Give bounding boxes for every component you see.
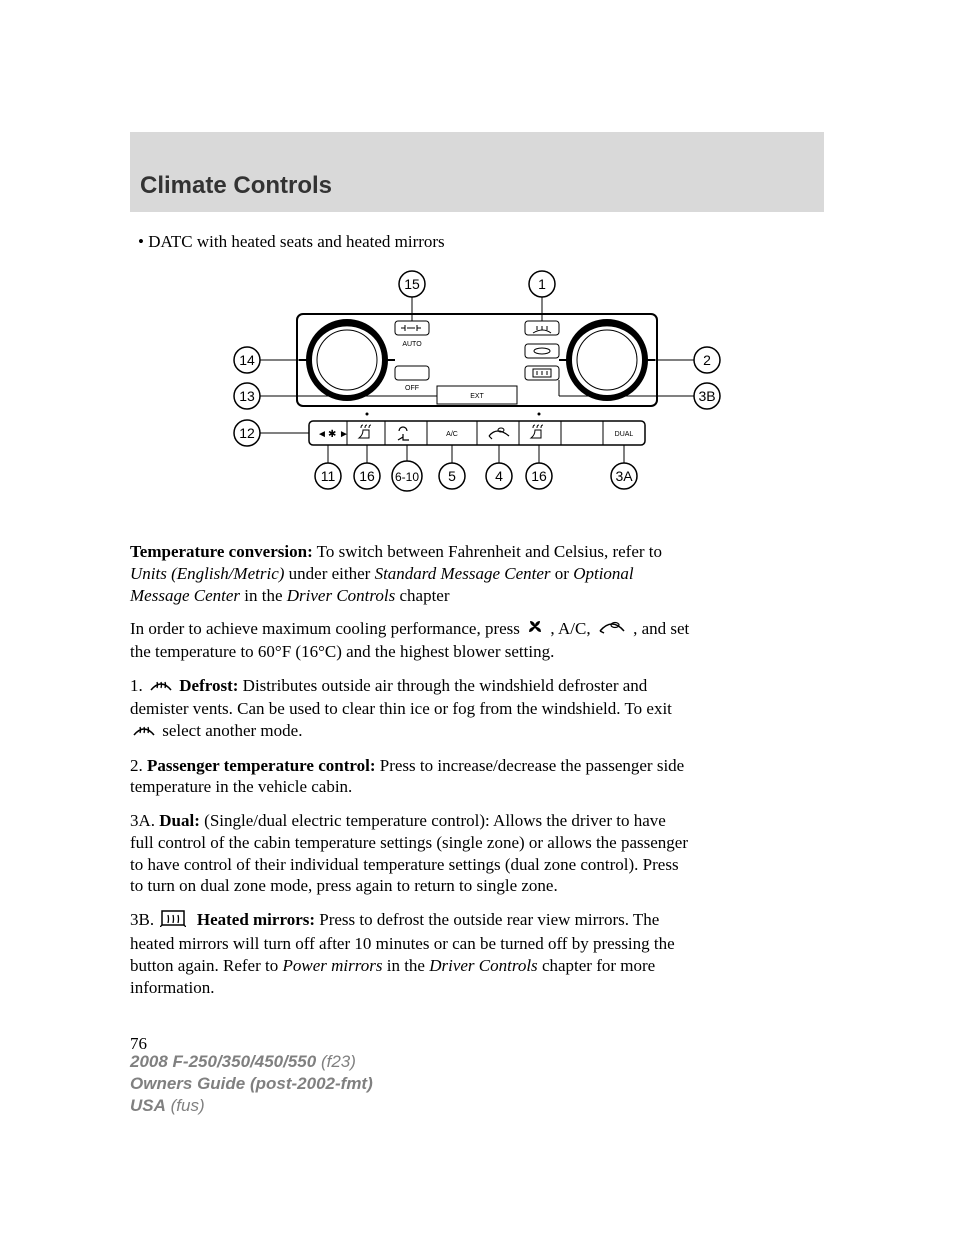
p3-bold: Defrost:: [179, 676, 238, 695]
defrost-front-icon: [149, 676, 173, 698]
callout-1: 1: [538, 276, 546, 292]
callout-16a: 16: [359, 468, 375, 484]
dual-label: DUAL: [615, 431, 634, 438]
auto-label: AUTO: [402, 341, 422, 348]
callout-5: 5: [448, 468, 456, 484]
para-dual: 3A. Dual: (Single/dual electric temperat…: [130, 810, 690, 897]
p6-mid: in the: [382, 956, 429, 975]
p1-bold: Temperature conversion:: [130, 542, 313, 561]
ac-label: A/C: [446, 431, 458, 438]
p1-i1: Units (English/Metric): [130, 564, 284, 583]
p2-a: In order to achieve maximum cooling perf…: [130, 619, 524, 638]
p3-no: 1.: [130, 676, 147, 695]
p6-no: 3B.: [130, 910, 158, 929]
footer-code: (f23): [316, 1052, 356, 1071]
callout-15: 15: [404, 276, 420, 292]
callout-3b: 3B: [698, 388, 715, 404]
p4-bold: Passenger temperature control:: [147, 756, 376, 775]
ext-label: EXT: [470, 393, 484, 400]
btn-right-arrow: ►: [339, 429, 349, 440]
p2-b: , A/C,: [546, 619, 595, 638]
diagram-svg: ◄ ✱ ► A/C DUAL: [217, 266, 737, 506]
btn-fan-icon: ✱: [328, 429, 336, 440]
callout-14: 14: [239, 352, 255, 368]
p1-rest: To switch between Fahrenheit and Celsius…: [313, 542, 662, 561]
p6-i: Power mirrors: [283, 956, 383, 975]
callout-16b: 16: [531, 468, 547, 484]
p6-i2: Driver Controls: [429, 956, 537, 975]
para-max-cooling: In order to achieve maximum cooling perf…: [130, 618, 690, 663]
heated-mirror-icon: [160, 909, 186, 933]
callout-12: 12: [239, 425, 255, 441]
fan-icon: [526, 619, 544, 641]
p1-in: in the: [240, 586, 287, 605]
bullet-line: • DATC with heated seats and heated mirr…: [138, 232, 824, 252]
page-title: Climate Controls: [140, 172, 332, 199]
page: Climate Controls • DATC with heated seat…: [0, 0, 954, 1235]
p6-bold: Heated mirrors:: [197, 910, 315, 929]
off-label: OFF: [405, 385, 419, 392]
callout-6-10: 6-10: [395, 470, 419, 484]
footer-guide: Owners Guide (post-2002-fmt): [130, 1074, 373, 1093]
defrost-front-icon-2: [132, 721, 156, 743]
btn-left-arrow: ◄: [317, 429, 327, 440]
header-bar: Climate Controls: [130, 132, 824, 212]
p5-no: 3A.: [130, 811, 159, 830]
p1-end: chapter: [395, 586, 449, 605]
footer-model: 2008 F-250/350/450/550: [130, 1052, 316, 1071]
p1-mid: under either: [284, 564, 374, 583]
para-temperature-conversion: Temperature conversion: To switch betwee…: [130, 541, 690, 606]
callout-13: 13: [239, 388, 255, 404]
p1-i4: Driver Controls: [287, 586, 395, 605]
footer: 2008 F-250/350/450/550 (f23) Owners Guid…: [130, 1051, 373, 1117]
callout-11: 11: [321, 468, 336, 484]
bullet-text: DATC with heated seats and heated mirror…: [148, 232, 444, 251]
p5-bold: Dual:: [159, 811, 200, 830]
climate-diagram: ◄ ✱ ► A/C DUAL: [217, 266, 737, 511]
p5-rest: (Single/dual electric temperature contro…: [130, 811, 688, 895]
callout-2: 2: [703, 352, 711, 368]
para-passenger-temp: 2. Passenger temperature control: Press …: [130, 755, 690, 799]
footer-region: USA: [130, 1096, 166, 1115]
p3-end: select another mode.: [158, 721, 302, 740]
p1-i2: Standard Message Center: [375, 564, 551, 583]
footer-region-code: (fus): [166, 1096, 205, 1115]
para-heated-mirrors: 3B. Heated mirrors: Press to defrost the…: [130, 909, 690, 998]
p4-no: 2.: [130, 756, 147, 775]
callout-4: 4: [495, 468, 503, 484]
callout-3a: 3A: [615, 468, 633, 484]
p1-or: or: [551, 564, 574, 583]
para-defrost: 1. Defrost: Distributes outside air thro…: [130, 675, 690, 743]
recirc-inline-icon: [597, 619, 627, 641]
